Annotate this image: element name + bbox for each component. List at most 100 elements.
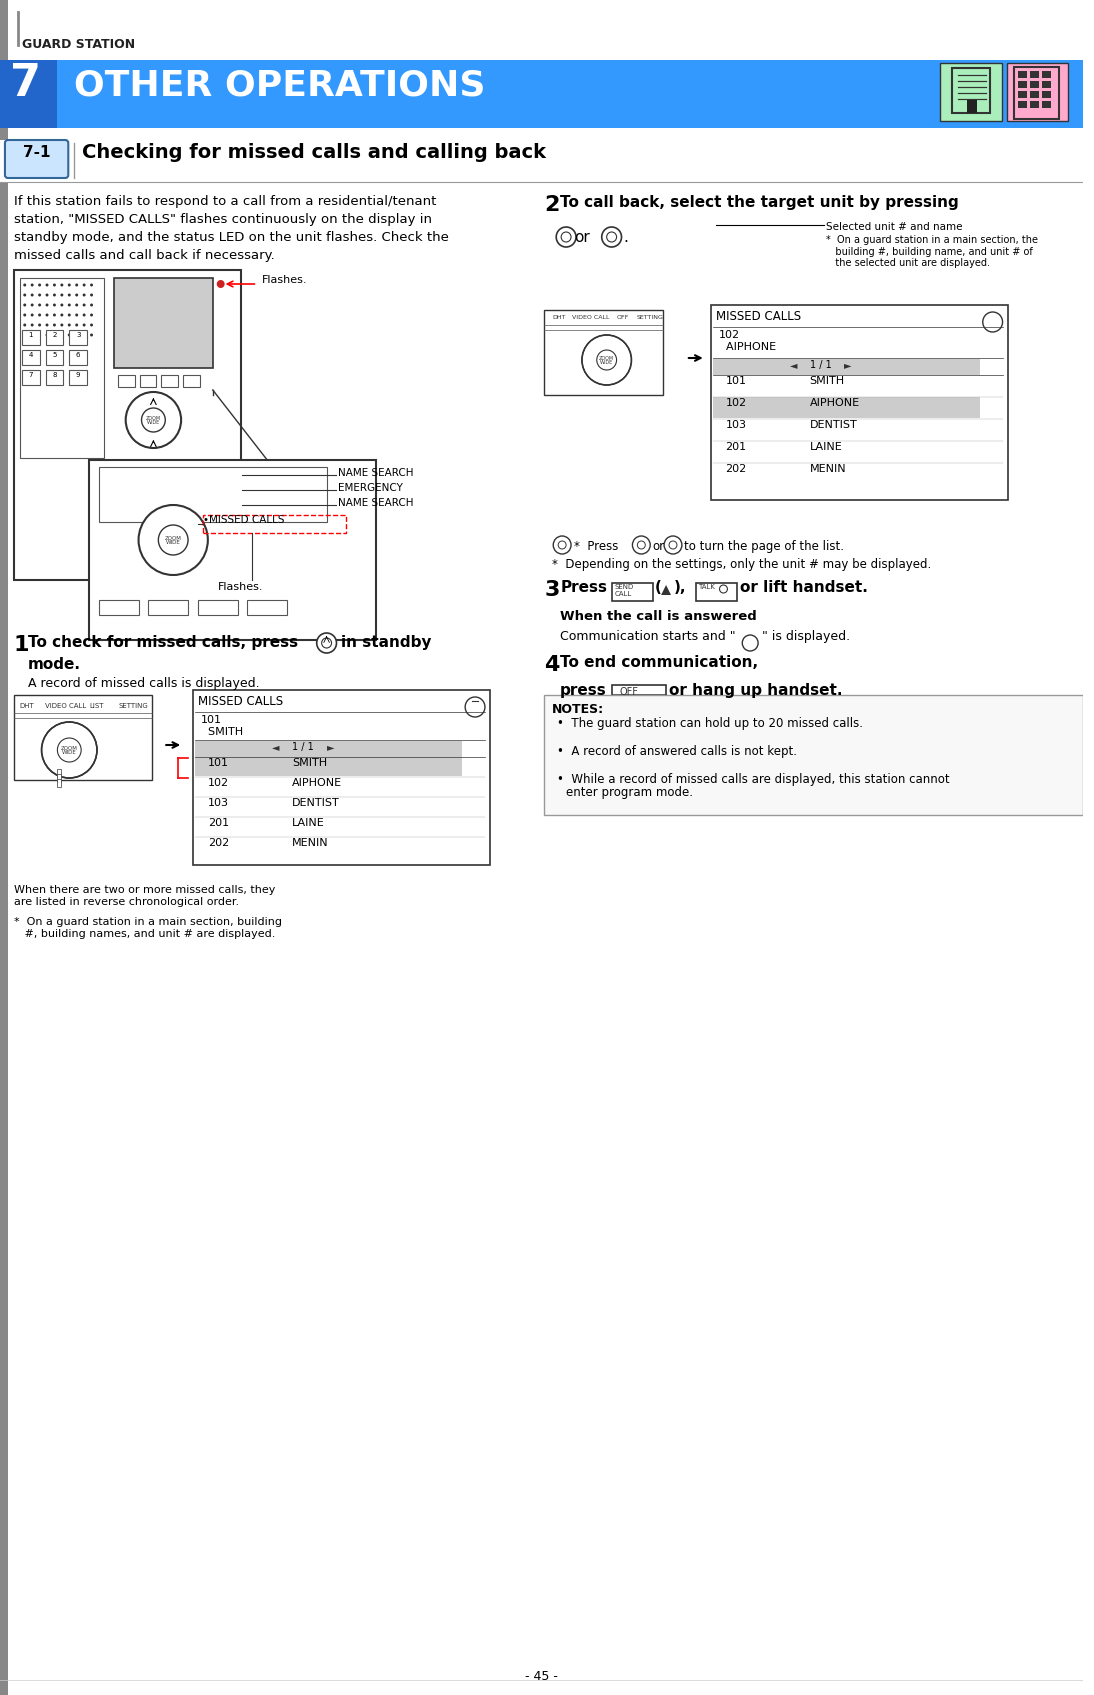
Circle shape (46, 334, 48, 337)
Text: to turn the page of the list.: to turn the page of the list. (684, 541, 843, 553)
Text: 8: 8 (53, 371, 57, 378)
Text: 103: 103 (208, 798, 229, 809)
Circle shape (75, 314, 78, 317)
Circle shape (46, 324, 48, 327)
Bar (1043, 102, 1051, 108)
Text: press: press (560, 683, 607, 698)
Circle shape (46, 283, 48, 286)
Bar (712, 359, 980, 375)
Text: 7: 7 (28, 371, 33, 378)
Text: •  The guard station can hold up to 20 missed calls.: • The guard station can hold up to 20 mi… (557, 717, 863, 731)
Text: 101: 101 (208, 758, 229, 768)
Circle shape (31, 324, 34, 327)
Text: SETTING: SETTING (637, 315, 663, 320)
Bar (0, 141, 1083, 181)
Circle shape (42, 722, 97, 778)
Text: DENTIST: DENTIST (292, 798, 340, 809)
FancyBboxPatch shape (5, 141, 68, 178)
Circle shape (556, 227, 577, 247)
Circle shape (23, 334, 26, 337)
Text: 201: 201 (208, 819, 229, 827)
Text: ◄: ◄ (272, 742, 280, 753)
Text: enter program mode.: enter program mode. (566, 786, 694, 798)
Bar (89, 459, 376, 641)
Bar (545, 310, 663, 395)
Bar (1019, 92, 1027, 98)
Text: or hang up handset.: or hang up handset. (670, 683, 842, 698)
Bar (612, 583, 653, 602)
Bar (1006, 63, 1068, 120)
Circle shape (83, 314, 85, 317)
Bar (183, 375, 200, 386)
Circle shape (38, 324, 42, 327)
Circle shape (38, 334, 42, 337)
Bar (114, 278, 213, 368)
Bar (14, 270, 242, 580)
Text: 201: 201 (725, 442, 746, 453)
Text: 4: 4 (28, 353, 33, 358)
Circle shape (23, 324, 26, 327)
Text: ZOOM: ZOOM (600, 356, 614, 361)
Text: MISSED CALLS: MISSED CALLS (715, 310, 801, 324)
Bar (22, 370, 39, 385)
Bar (69, 370, 88, 385)
Bar (1031, 71, 1039, 78)
Text: 103: 103 (725, 420, 746, 431)
Bar (1014, 68, 1059, 119)
Circle shape (53, 324, 56, 327)
Text: To call back, select the target unit by pressing: To call back, select the target unit by … (560, 195, 959, 210)
Text: 102: 102 (208, 778, 229, 788)
Circle shape (23, 314, 26, 317)
Text: 2: 2 (545, 195, 560, 215)
Circle shape (68, 314, 71, 317)
Circle shape (90, 314, 93, 317)
Circle shape (53, 283, 56, 286)
Bar (1031, 92, 1039, 98)
Circle shape (83, 303, 85, 307)
Bar (711, 305, 1008, 500)
Text: If this station fails to respond to a call from a residential/tenant: If this station fails to respond to a ca… (14, 195, 437, 208)
Circle shape (638, 541, 645, 549)
Text: MENIN: MENIN (810, 464, 846, 475)
Circle shape (159, 525, 188, 554)
Text: NOTES:: NOTES: (552, 703, 604, 715)
Circle shape (126, 392, 182, 447)
Text: MISSED CALLS: MISSED CALLS (198, 695, 283, 709)
Text: •MISSED CALLS: •MISSED CALLS (202, 515, 284, 525)
Circle shape (60, 283, 63, 286)
Circle shape (465, 697, 485, 717)
Circle shape (607, 232, 617, 242)
Text: DENTIST: DENTIST (810, 420, 858, 431)
Text: SEND: SEND (615, 585, 633, 590)
Circle shape (83, 283, 85, 286)
Text: WIDE: WIDE (600, 361, 614, 366)
Text: MENIN: MENIN (292, 837, 328, 848)
Circle shape (139, 505, 208, 575)
Bar (14, 695, 152, 780)
Text: *  On a guard station in a main section, building
   #, building names, and unit: * On a guard station in a main section, … (14, 917, 282, 939)
Circle shape (38, 303, 42, 307)
Circle shape (90, 293, 93, 297)
Text: *  Depending on the settings, only the unit # may be displayed.: * Depending on the settings, only the un… (552, 558, 931, 571)
Circle shape (75, 303, 78, 307)
Circle shape (632, 536, 650, 554)
Text: 7: 7 (10, 63, 40, 105)
Text: 202: 202 (725, 464, 747, 475)
Text: " is displayed.: " is displayed. (763, 631, 850, 642)
Bar (57, 770, 61, 776)
Circle shape (53, 314, 56, 317)
Text: GUARD STATION: GUARD STATION (22, 37, 135, 51)
Bar (193, 690, 490, 864)
Bar (1043, 81, 1051, 88)
Circle shape (75, 283, 78, 286)
Text: To check for missed calls, press: To check for missed calls, press (27, 636, 298, 649)
Text: A record of missed calls is displayed.: A record of missed calls is displayed. (27, 676, 259, 690)
Text: or lift handset.: or lift handset. (741, 580, 869, 595)
Circle shape (68, 293, 71, 297)
Text: CALL: CALL (615, 592, 632, 597)
Text: 1 / 1: 1 / 1 (292, 742, 314, 753)
Text: SMITH: SMITH (201, 727, 243, 737)
Bar (1019, 71, 1027, 78)
Circle shape (75, 324, 78, 327)
Bar (46, 370, 63, 385)
